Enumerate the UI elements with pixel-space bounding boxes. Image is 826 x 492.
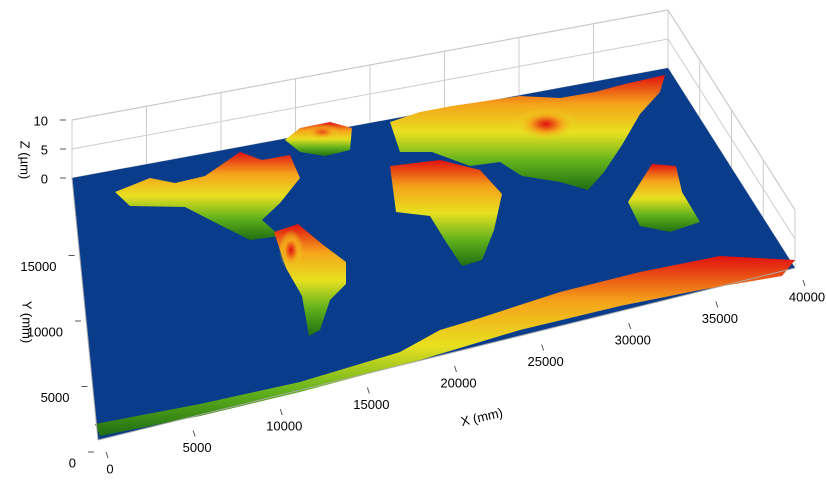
peak-tibet [516, 108, 576, 140]
y-tick-label: 15000 [20, 259, 56, 274]
grid-line [71, 38, 796, 240]
x-tick-label: 0 [106, 461, 113, 476]
x-tick [802, 279, 806, 287]
grid-line [71, 9, 796, 211]
x-tick [715, 301, 719, 308]
z-tick-label: 10 [34, 113, 48, 128]
peak-greenland [304, 124, 340, 140]
x-tick [105, 451, 109, 459]
x-tick [541, 344, 545, 351]
x-tick-label: 5000 [183, 440, 212, 455]
x-tick [279, 408, 283, 416]
x-tick-label: 15000 [353, 397, 389, 412]
y-axis-title: Y (mm) [20, 301, 35, 343]
land-surface [95, 75, 795, 436]
landmass-antarctica [95, 256, 795, 436]
box-edge [71, 177, 99, 441]
y-tick-label: 5000 [41, 390, 70, 405]
y-tick-label: 0 [69, 455, 76, 470]
z-tick-label: 0 [41, 171, 48, 186]
z-tick-label: 5 [41, 142, 48, 157]
box-edge [97, 267, 796, 441]
walls [71, 9, 796, 269]
x-tick [192, 430, 196, 437]
x-tick [366, 387, 370, 394]
landmass-africa [390, 160, 502, 266]
x-tick-label: 35000 [702, 311, 738, 326]
peak-andes [279, 230, 303, 270]
front-edges [60, 119, 806, 459]
x-tick-label: 30000 [615, 332, 651, 347]
x-tick [628, 322, 632, 330]
x-tick-label: 40000 [789, 289, 825, 304]
z-axis-title: Z (µm) [18, 141, 33, 180]
x-tick [454, 365, 457, 373]
landmass-north-america [115, 152, 300, 240]
landmass-australia [628, 164, 700, 232]
x-tick-label: 20000 [440, 375, 476, 390]
x-axis-title: X (mm) [459, 405, 504, 429]
labels: X (mm) Y (mm) Z (µm) 0 5000 10000 15000 2000… [18, 113, 826, 476]
x-tick-label: 10000 [266, 418, 302, 433]
y-tick-label: 10000 [27, 324, 63, 339]
x-tick-label: 25000 [528, 354, 564, 369]
